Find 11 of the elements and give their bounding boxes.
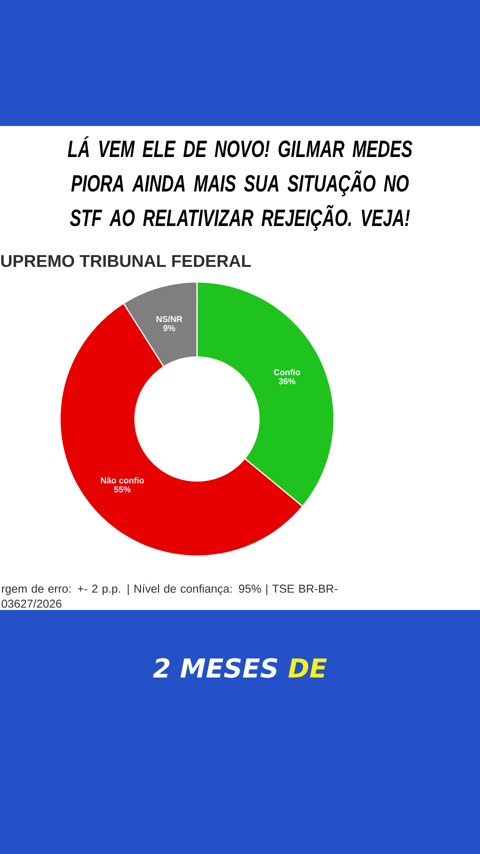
slice-label: NS/NR [156, 316, 182, 322]
data-label: 36% [278, 378, 296, 384]
data-label: 9% [163, 325, 176, 332]
text: DE [288, 658, 327, 678]
slice-label: Confio [274, 369, 300, 376]
text: 2 MESES [153, 658, 278, 678]
slice-label: Não confio [100, 477, 144, 484]
chart-title: LÁ VEM ELE DE NOVO! GILMAR MEDES PIORA AINDA MAIS SUA SITUAÇÃO NO STF AO RELATIVIZAR REJEIÇÃO. VEJA! [68, 136, 412, 231]
chart-subtitle: UPREMO TRIBUNAL FEDERAL [1, 254, 251, 268]
data-label: 55% [114, 486, 131, 492]
text: rgem de erro: +- 2 p.p. | Nível de confiança: 95% | TSE BR-BR-03627/2026 [2, 584, 338, 608]
